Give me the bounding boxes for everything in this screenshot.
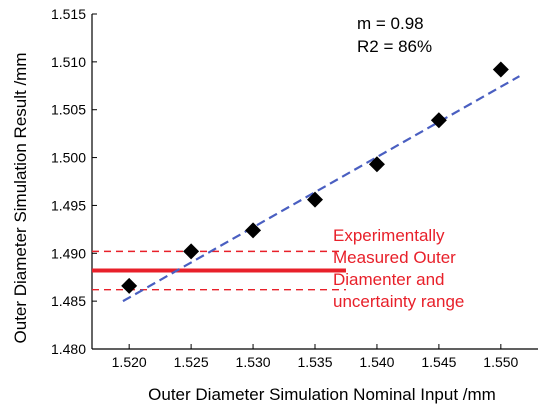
x-tick-label: 1.550 [483,354,518,370]
measured-annotation-line: Experimentally [333,226,445,245]
y-axis-label: Outer Diameter Simulation Result /mm [11,53,30,344]
stats-annotation-line: m = 0.98 [357,14,424,33]
measured-annotation-line: Measured Outer [333,248,456,267]
fit-line [122,75,520,303]
data-point-marker [430,112,447,129]
measured-range [92,250,346,291]
x-tick-label: 1.520 [112,354,147,370]
data-point-marker [121,277,138,294]
x-tick-label: 1.530 [236,354,271,370]
data-point-marker [183,243,200,260]
data-point-marker [307,191,323,208]
y-tick-label: 1.500 [51,150,86,166]
measured-annotation-line: uncertainty range [333,292,464,311]
y-tick-label: 1.515 [51,6,86,22]
x-tick-label: 1.545 [421,354,456,370]
data-points [121,61,509,294]
x-tick-label: 1.535 [297,354,332,370]
x-tick-label: 1.525 [174,354,209,370]
axes [91,14,538,350]
data-point-marker [492,61,509,78]
y-tick-label: 1.495 [51,197,86,213]
annotations: m = 0.98 R2 = 86% Experimentally Measured O… [333,14,464,311]
x-tick-label: 1.540 [359,354,394,370]
data-point-marker [245,222,262,239]
measured-annotation-line: Diamenter and [333,270,445,289]
data-point-marker [368,156,385,173]
stats-annotation-line: R2 = 86% [357,37,432,56]
y-tick-label: 1.480 [51,341,86,357]
x-axis-label: Outer Diameter Simulation Nominal Input … [148,385,496,404]
fit-line-group [122,75,520,303]
y-tick-label: 1.510 [51,54,86,70]
y-tick-label: 1.490 [51,245,86,261]
y-ticks: 1.480 1.485 1.490 1.495 1.500 1.505 1.510 1.515 [51,6,97,357]
y-tick-label: 1.505 [51,102,86,118]
x-ticks: 1.520 1.525 1.530 1.535 1.540 1.545 1.550 [112,344,519,370]
y-tick-label: 1.485 [51,293,86,309]
